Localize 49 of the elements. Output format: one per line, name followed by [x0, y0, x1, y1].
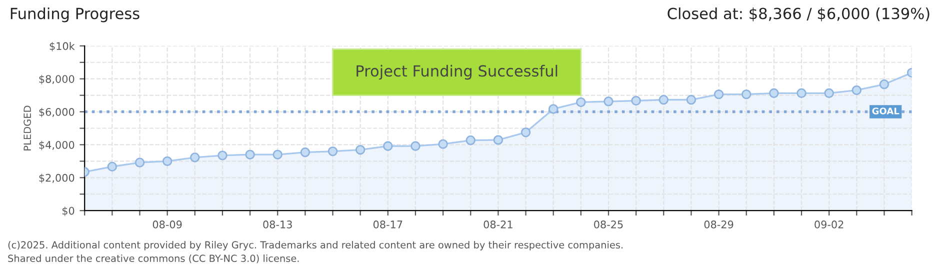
- chart-subtitle: Closed at: $8,366 / $6,000 (139%): [668, 7, 930, 22]
- point: [466, 135, 476, 146]
- x-tick-label: 08-21: [484, 220, 512, 228]
- text: (c)2025. Additional content provided by Riley Gryc. Trademarks and related content are owned by their respective companies.: [8, 240, 623, 250]
- point: [438, 139, 448, 149]
- point: [410, 141, 420, 151]
- y-tick-label: $10k: [50, 42, 75, 52]
- y-tick-label: $6,000: [39, 108, 74, 118]
- y-axis-title: PLEDGED: [24, 106, 31, 150]
- text: Shared under the creative commons (CC BY-NC 3.0) license.: [8, 254, 299, 264]
- y-tick-label: $2,000: [39, 174, 74, 184]
- x-tick-label: 08-29: [704, 220, 734, 228]
- x-tick-label: 09-02: [814, 220, 844, 228]
- point: [328, 146, 338, 156]
- point: [245, 150, 255, 160]
- chart-title: Funding Progress: [10, 7, 140, 22]
- point: [824, 88, 834, 98]
- point: [852, 85, 862, 96]
- point: [631, 96, 641, 106]
- y-tick-label: $8,000: [39, 74, 74, 84]
- point: [190, 152, 200, 162]
- point: [714, 89, 724, 100]
- x-tick-label: 08-13: [263, 220, 292, 228]
- point: [300, 147, 310, 158]
- point: [604, 96, 614, 106]
- point: [520, 128, 531, 138]
- annotation: Project Funding Successful: [356, 64, 558, 80]
- point: [355, 144, 366, 155]
- point: [879, 79, 890, 90]
- x-tick-label: 08-17: [373, 220, 402, 228]
- point: [107, 162, 118, 172]
- point: [162, 156, 172, 166]
- point: [796, 88, 806, 98]
- x-tick-label: 08-25: [594, 220, 623, 228]
- x-tick-label: 08-09: [152, 220, 182, 228]
- point: [272, 150, 282, 160]
- point: [576, 97, 586, 108]
- ref-line-label: GOAL: [872, 108, 900, 114]
- point: [769, 88, 779, 98]
- point: [383, 141, 393, 151]
- point: [218, 150, 228, 160]
- y-tick-label: $0: [62, 206, 74, 216]
- point: [742, 89, 752, 100]
- point: [493, 135, 504, 145]
- point: [658, 94, 668, 105]
- point: [134, 158, 145, 168]
- point: [686, 94, 696, 105]
- y-tick-label: $4,000: [39, 140, 74, 150]
- point: [548, 104, 558, 114]
